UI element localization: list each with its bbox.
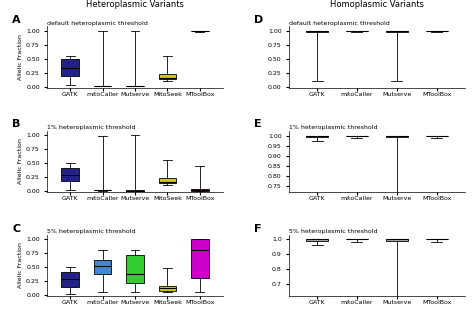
- PathPatch shape: [94, 261, 111, 274]
- PathPatch shape: [61, 271, 79, 287]
- Text: A: A: [12, 15, 21, 25]
- Y-axis label: Allelic Fraction: Allelic Fraction: [18, 242, 23, 289]
- PathPatch shape: [306, 239, 328, 241]
- PathPatch shape: [61, 168, 79, 181]
- PathPatch shape: [159, 74, 176, 79]
- Text: 5% heteroplasmic threshold: 5% heteroplasmic threshold: [47, 229, 136, 234]
- PathPatch shape: [191, 239, 209, 278]
- PathPatch shape: [126, 255, 144, 283]
- Text: B: B: [12, 119, 21, 129]
- PathPatch shape: [159, 286, 176, 291]
- Y-axis label: Allelic Fraction: Allelic Fraction: [18, 34, 23, 80]
- Y-axis label: Allelic Fraction: Allelic Fraction: [18, 138, 23, 184]
- PathPatch shape: [386, 239, 408, 241]
- PathPatch shape: [306, 137, 328, 138]
- Text: default heteroplasmic threshold: default heteroplasmic threshold: [47, 21, 148, 26]
- PathPatch shape: [61, 59, 79, 76]
- Text: D: D: [254, 15, 264, 25]
- PathPatch shape: [191, 189, 209, 190]
- Text: 1% heteroplasmic threshold: 1% heteroplasmic threshold: [289, 125, 378, 130]
- PathPatch shape: [386, 31, 408, 32]
- PathPatch shape: [306, 31, 328, 32]
- Title: Homoplasmic Variants: Homoplasmic Variants: [330, 0, 424, 9]
- PathPatch shape: [386, 137, 408, 138]
- Text: 1% heteroplasmic threshold: 1% heteroplasmic threshold: [47, 125, 136, 130]
- Text: 5% heteroplasmic threshold: 5% heteroplasmic threshold: [289, 229, 378, 234]
- Text: F: F: [254, 224, 262, 234]
- Title: Heteroplasmic Variants: Heteroplasmic Variants: [86, 0, 184, 9]
- Text: default heteroplasmic threshold: default heteroplasmic threshold: [289, 21, 390, 26]
- PathPatch shape: [159, 179, 176, 183]
- Text: C: C: [12, 224, 20, 234]
- Text: E: E: [254, 119, 262, 129]
